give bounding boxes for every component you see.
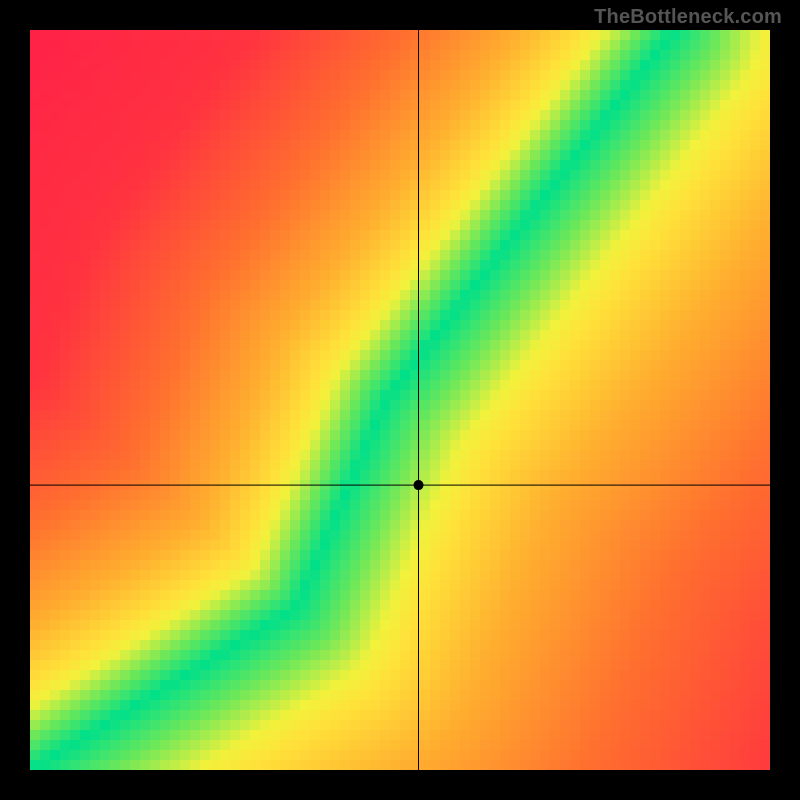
bottleneck-heatmap <box>0 0 800 800</box>
chart-frame: TheBottleneck.com <box>0 0 800 800</box>
watermark-text: TheBottleneck.com <box>594 6 782 29</box>
